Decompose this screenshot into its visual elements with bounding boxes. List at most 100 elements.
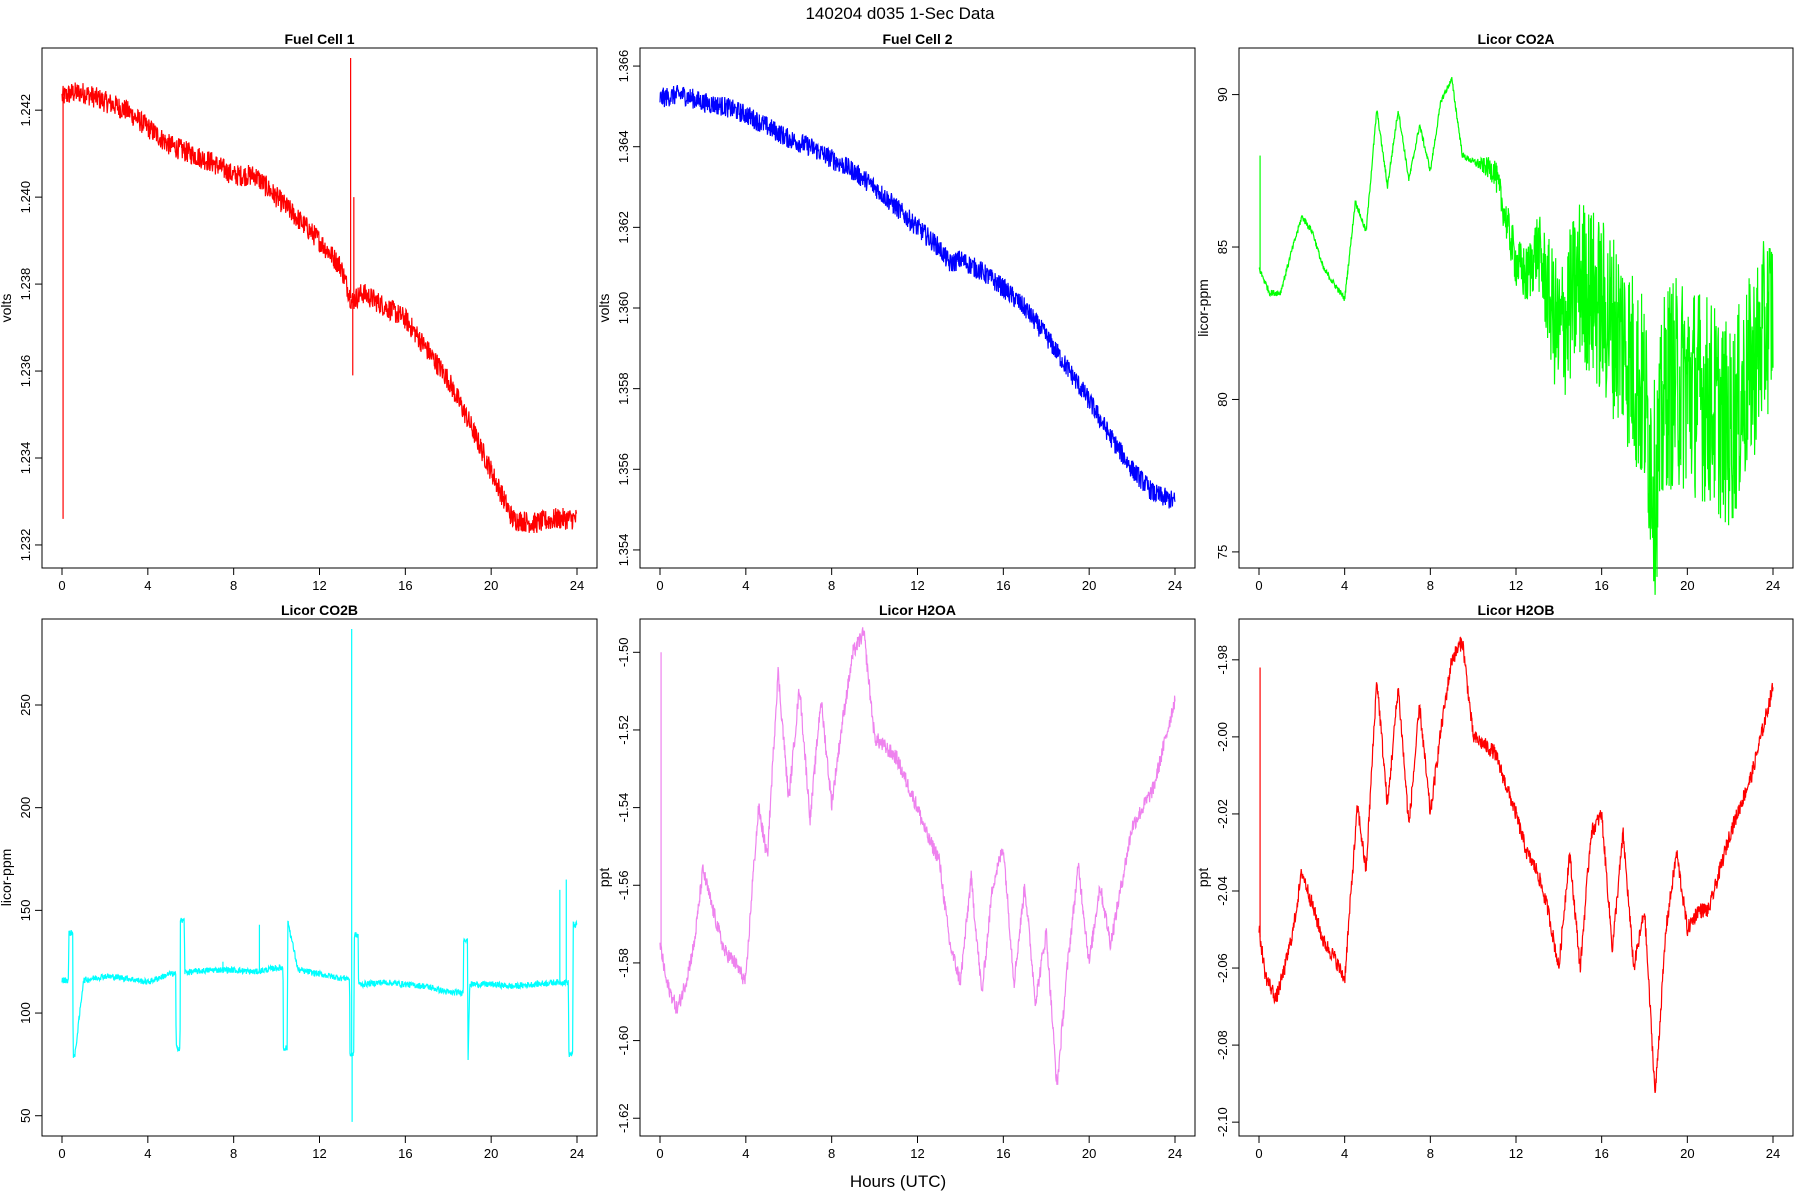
x-tick-label: 8 [828, 1146, 835, 1161]
y-tick-label: 1.362 [616, 211, 631, 244]
x-tick-label: 8 [230, 1146, 237, 1161]
x-tick-label: 4 [144, 1146, 151, 1161]
y-tick-label: -2.10 [1215, 1107, 1230, 1137]
x-tick-label: 16 [996, 578, 1010, 593]
x-tick-label: 4 [1341, 578, 1348, 593]
y-tick-label: 1.358 [616, 372, 631, 405]
chart-panels: Fuel Cell 1 volts 0 4 8 12 16 20 24 1.232 1.234 1.2… [0, 31, 1794, 1161]
x-tick-label: 4 [742, 1146, 749, 1161]
x-tick-label: 0 [58, 1146, 65, 1161]
y-tick-label: 1.240 [18, 181, 33, 214]
x-tick-label: 20 [1082, 1146, 1096, 1161]
y-axis-label: volts [0, 294, 14, 323]
plot-frame [41, 47, 598, 569]
x-tick-label: 24 [1168, 578, 1182, 593]
y-tick-label: 100 [18, 1002, 33, 1024]
chart-panel-3: Licor CO2A licor-ppm 0 4 8 12 16 20 24 75 80 85 90 [1195, 31, 1794, 595]
y-tick-label: -2.02 [1215, 799, 1230, 829]
y-tick-label: -2.06 [1215, 953, 1230, 983]
y-axis-label: volts [596, 294, 612, 323]
y-tick-label: 80 [1215, 392, 1230, 406]
y-tick-label: 1.234 [18, 442, 33, 475]
chart-panel-4: Licor CO2B licor-ppm 0 4 8 12 16 20 24 50 100 150 20… [0, 602, 598, 1161]
y-tick-label: 1.364 [616, 130, 631, 163]
x-tick-label: 12 [910, 578, 924, 593]
y-tick-label: -2.04 [1215, 876, 1230, 906]
plot-frame [639, 47, 1196, 569]
x-tick-label: 20 [1082, 578, 1096, 593]
x-tick-label: 8 [1427, 1146, 1434, 1161]
panel-title: Fuel Cell 2 [882, 31, 952, 47]
x-tick-label: 0 [656, 1146, 663, 1161]
x-tick-label: 0 [1255, 578, 1262, 593]
series-line [659, 627, 1176, 1085]
series-line [659, 84, 1176, 509]
series-line [61, 917, 578, 1061]
y-tick-label: -1.98 [1215, 645, 1230, 675]
y-axis-label: licor-ppm [1195, 279, 1211, 337]
plot-frame [41, 618, 598, 1137]
x-tick-label: 12 [1509, 1146, 1523, 1161]
series-line [61, 82, 578, 534]
x-tick-label: 24 [1766, 578, 1780, 593]
y-tick-label: -2.08 [1215, 1030, 1230, 1060]
x-axis-label: Hours (UTC) [850, 1172, 946, 1191]
plot-frame [1238, 618, 1794, 1137]
figure-title: 140204 d035 1-Sec Data [805, 4, 995, 23]
y-tick-label: 1.360 [616, 292, 631, 325]
panel-title: Licor H2OA [879, 602, 956, 618]
x-tick-label: 12 [910, 1146, 924, 1161]
x-tick-label: 8 [828, 578, 835, 593]
y-tick-label: 250 [18, 694, 33, 716]
y-tick-label: 90 [1215, 87, 1230, 101]
chart-panel-5: Licor H2OA ppt 0 4 8 12 16 20 24 -1.62 -1.60 -1.58 -… [596, 602, 1196, 1161]
x-tick-label: 4 [1341, 1146, 1348, 1161]
x-tick-label: 24 [1766, 1146, 1780, 1161]
y-axis-label: ppt [596, 868, 612, 888]
x-tick-label: 16 [398, 578, 412, 593]
x-tick-label: 24 [570, 578, 584, 593]
y-tick-label: -2.00 [1215, 722, 1230, 752]
y-tick-label: 1.238 [18, 268, 33, 301]
x-tick-label: 16 [398, 1146, 412, 1161]
chart-panel-1: Fuel Cell 1 volts 0 4 8 12 16 20 24 1.232 1.234 1.2… [0, 31, 598, 593]
y-tick-label: 50 [18, 1108, 33, 1122]
y-tick-label: -1.50 [616, 637, 631, 667]
panel-title: Licor CO2A [1477, 31, 1554, 47]
y-tick-label: -1.52 [616, 715, 631, 745]
y-tick-label: 1.356 [616, 453, 631, 486]
chart-panel-2: Fuel Cell 2 volts 0 4 8 12 16 20 24 1.354 1.356 1.3… [596, 31, 1196, 593]
x-tick-label: 20 [1680, 1146, 1694, 1161]
chart-panel-6: Licor H2OB ppt 0 4 8 12 16 20 24 -2.10 -2.08 -2.06 -… [1195, 602, 1794, 1161]
y-tick-label: -1.62 [616, 1103, 631, 1133]
y-tick-label: 1.354 [616, 534, 631, 567]
y-tick-label: 1.242 [18, 94, 33, 127]
y-tick-label: -1.60 [616, 1026, 631, 1056]
y-tick-label: 150 [18, 900, 33, 922]
y-tick-label: 200 [18, 797, 33, 819]
x-tick-label: 0 [58, 578, 65, 593]
panel-title: Licor H2OB [1477, 602, 1554, 618]
y-tick-label: 1.236 [18, 355, 33, 388]
x-tick-label: 16 [996, 1146, 1010, 1161]
x-tick-label: 0 [656, 578, 663, 593]
y-tick-label: -1.58 [616, 948, 631, 978]
x-tick-label: 0 [1255, 1146, 1262, 1161]
panel-title: Fuel Cell 1 [284, 31, 354, 47]
series-line [1258, 636, 1774, 1094]
panel-title: Licor CO2B [281, 602, 358, 618]
x-tick-label: 12 [1509, 578, 1523, 593]
y-axis-label: ppt [1195, 868, 1211, 888]
x-tick-label: 4 [742, 578, 749, 593]
x-tick-label: 4 [144, 578, 151, 593]
y-tick-label: 1.232 [18, 529, 33, 562]
x-tick-label: 20 [484, 1146, 498, 1161]
x-tick-label: 20 [1680, 578, 1694, 593]
plot-frame [639, 618, 1196, 1137]
y-tick-label: 75 [1215, 545, 1230, 559]
x-tick-label: 24 [1168, 1146, 1182, 1161]
x-tick-label: 16 [1594, 1146, 1608, 1161]
y-tick-label: -1.56 [616, 870, 631, 900]
